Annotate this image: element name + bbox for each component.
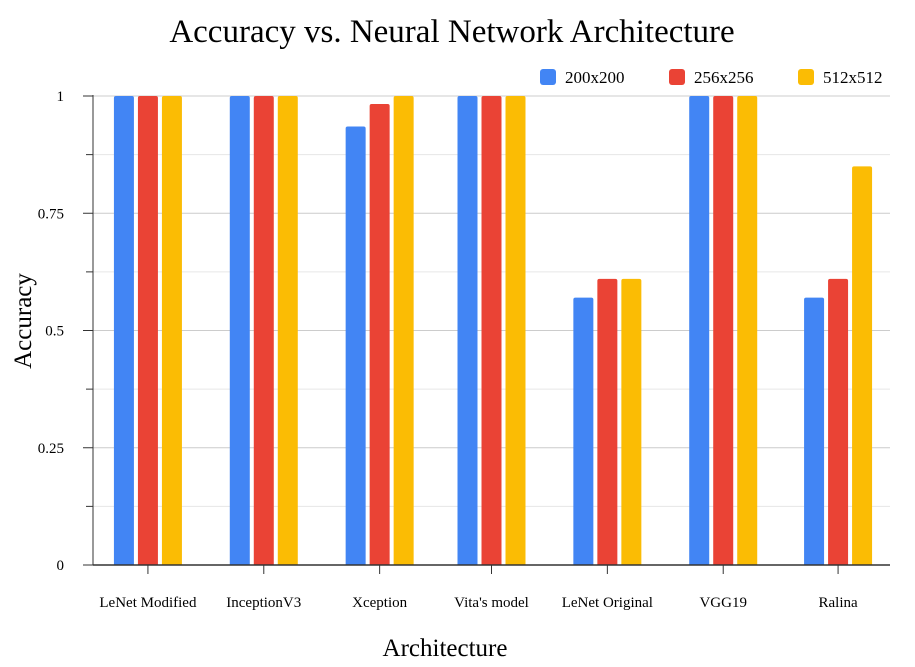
bar (113, 96, 134, 565)
bars (113, 96, 873, 566)
bar (253, 96, 274, 565)
y-tick-label: 0.75 (38, 206, 64, 222)
x-tick-label: Ralina (818, 595, 857, 611)
bar (229, 96, 250, 565)
bar (573, 297, 594, 565)
bar (393, 96, 414, 565)
y-tick-label: 0.5 (45, 324, 64, 340)
bar (689, 96, 710, 565)
legend-swatch (540, 69, 556, 85)
bar (828, 278, 849, 565)
legend-label: 200x200 (565, 68, 625, 87)
bar (277, 96, 298, 565)
legend-swatch (669, 69, 685, 85)
x-tick-label: LeNet Modified (99, 595, 197, 611)
bar (505, 96, 526, 565)
axes: 0 0.25 0.5 0.75 1 LeNet Modified InceptionV3 Xc… (38, 89, 890, 611)
bar (137, 96, 158, 565)
x-tick-label: Xception (352, 595, 407, 611)
y-tick-label: 0 (57, 558, 65, 574)
legend-label: 256x256 (694, 68, 754, 87)
bar (597, 278, 618, 565)
bar (161, 96, 182, 565)
x-tick-label: InceptionV3 (226, 595, 301, 611)
y-tick-label: 0.25 (38, 441, 64, 457)
chart-title: Accuracy vs. Neural Network Architecture (169, 14, 734, 50)
y-tick-label: 1 (57, 89, 65, 105)
x-axis-title: Architecture (383, 635, 508, 662)
bar (481, 96, 502, 565)
bar (369, 103, 390, 566)
y-axis-title: Accuracy (10, 273, 37, 369)
bar (737, 96, 758, 565)
bar (621, 278, 642, 565)
x-tick-label: VGG19 (699, 595, 747, 611)
x-tick-label: LeNet Original (562, 595, 653, 611)
bar (852, 166, 873, 565)
legend-label: 512x512 (823, 68, 883, 87)
bar (457, 96, 478, 565)
bar (804, 297, 825, 565)
legend: 200x200 256x256 512x512 (540, 68, 883, 87)
legend-swatch (798, 69, 814, 85)
bar (345, 126, 366, 566)
x-tick-label: Vita's model (454, 595, 529, 611)
bar (713, 96, 734, 565)
